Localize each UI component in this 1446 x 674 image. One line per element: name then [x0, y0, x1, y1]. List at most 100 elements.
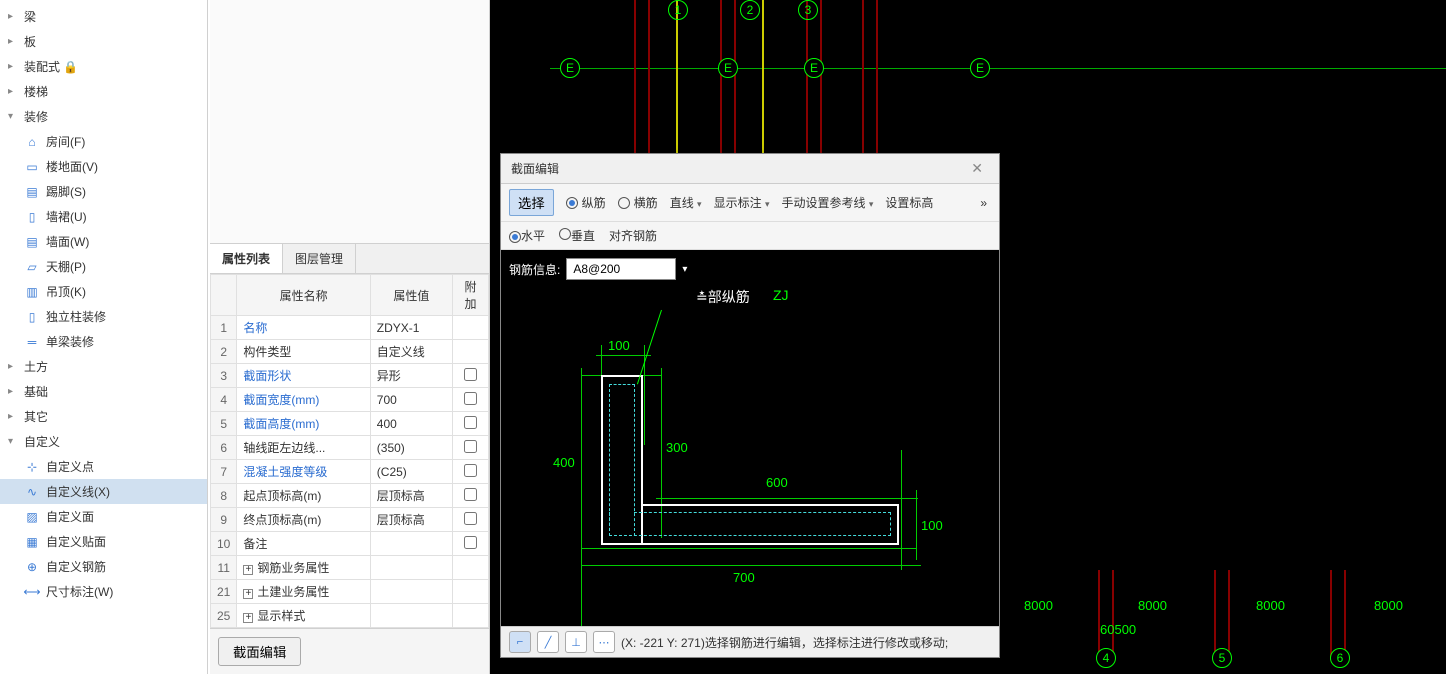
wainscot-icon: ▯: [24, 209, 40, 225]
section-label: ≛部纵筋: [696, 287, 750, 307]
dialog-title-text: 截面编辑: [511, 160, 559, 177]
snap-endpoint-icon[interactable]: ⌐: [509, 631, 531, 653]
home-icon: ⌂: [24, 134, 40, 150]
set-elevation[interactable]: 设置标高: [885, 194, 933, 211]
property-panel: 属性列表 图层管理 属性名称 属性值 附加 1名称ZDYX-12构件类型自定义线…: [210, 0, 490, 674]
dim-8000: 8000: [1374, 598, 1403, 613]
grid-bubble-e: E: [804, 58, 824, 78]
tree-item-wainscot[interactable]: ▯墙裙(U): [0, 204, 207, 229]
gridline-lower: [1112, 570, 1114, 660]
tree-item-wallface[interactable]: ▤墙面(W): [0, 229, 207, 254]
section-label-zj: ZJ: [773, 287, 789, 303]
tree-item-earthwork[interactable]: ▸土方: [0, 354, 207, 379]
tree-item-ceiling[interactable]: ▱天棚(P): [0, 254, 207, 279]
property-row[interactable]: 4截面宽度(mm)700: [211, 388, 489, 412]
dim-8000: 8000: [1256, 598, 1285, 613]
dimension-icon: ⟷: [24, 584, 40, 600]
property-row[interactable]: 11+钢筋业务属性: [211, 556, 489, 580]
gridline-yellow: [676, 0, 678, 156]
dropdown-icon[interactable]: ▾: [682, 264, 687, 275]
ext-line: [656, 498, 918, 499]
showdim-dropdown[interactable]: 显示标注 ▾: [714, 194, 770, 211]
align-rebar[interactable]: 对齐钢筋: [609, 227, 657, 244]
grid-bubble-2: 2: [740, 0, 760, 20]
tree-item-precast[interactable]: ▸装配式 🔒: [0, 54, 207, 79]
tree-item-room[interactable]: ⌂房间(F): [0, 129, 207, 154]
section-canvas[interactable]: 钢筋信息: ▾ ≛部纵筋 ZJ 100 300 400 600 100 700: [501, 250, 999, 626]
radio-horizontal[interactable]: 水平: [509, 227, 545, 244]
property-row[interactable]: 8起点顶标高(m)层顶标高: [211, 484, 489, 508]
dim-total: 60500: [1100, 622, 1136, 637]
component-tree[interactable]: ▸梁 ▸板 ▸装配式 🔒 ▸楼梯 ▾装修 ⌂房间(F) ▭楼地面(V) ▤踢脚(…: [0, 0, 208, 674]
ext-line: [901, 450, 902, 570]
dim-600[interactable]: 600: [766, 475, 788, 490]
property-row[interactable]: 9终点顶标高(m)层顶标高: [211, 508, 489, 532]
dim-300[interactable]: 300: [666, 440, 688, 455]
manual-ref-dropdown[interactable]: 手动设置参考线 ▾: [781, 194, 873, 211]
section-edit-button[interactable]: 截面编辑: [218, 637, 301, 666]
property-row[interactable]: 10备注: [211, 532, 489, 556]
close-icon[interactable]: ✕: [965, 160, 989, 177]
grid-bubble-1: 1: [668, 0, 688, 20]
rebar-info-bar: 钢筋信息: ▾: [509, 258, 687, 280]
tree-item-column-decor[interactable]: ▯独立柱装修: [0, 304, 207, 329]
property-row[interactable]: 5截面高度(mm)400: [211, 412, 489, 436]
section-editor-dialog: 截面编辑 ✕ 选择 纵筋 横筋 直线 ▾ 显示标注 ▾ 手动设置参考线 ▾ 设置…: [500, 153, 1000, 658]
ext-line: [581, 548, 916, 549]
tree-item-stair[interactable]: ▸楼梯: [0, 79, 207, 104]
tree-item-decor[interactable]: ▾装修: [0, 104, 207, 129]
col-extra: 附加: [453, 275, 489, 316]
property-table[interactable]: 属性名称 属性值 附加 1名称ZDYX-12构件类型自定义线3截面形状异形4截面…: [210, 274, 489, 628]
property-row[interactable]: 6轴线距左边线...(350): [211, 436, 489, 460]
radio-vertical-rebar[interactable]: 纵筋: [566, 194, 606, 211]
tab-layer-mgmt[interactable]: 图层管理: [283, 244, 356, 273]
radio-horizontal-rebar[interactable]: 横筋: [618, 194, 658, 211]
tree-item-beam[interactable]: ▸梁: [0, 4, 207, 29]
property-row[interactable]: 1名称ZDYX-1: [211, 316, 489, 340]
property-row[interactable]: 21+土建业务属性: [211, 580, 489, 604]
rebar-icon: ⊕: [24, 559, 40, 575]
rebar-info-input[interactable]: [566, 258, 676, 280]
gridline-yellow: [762, 0, 764, 156]
tree-item-beam-decor[interactable]: ═单梁装修: [0, 329, 207, 354]
tree-item-custom-rebar[interactable]: ⊕自定义钢筋: [0, 554, 207, 579]
dim-400[interactable]: 400: [553, 455, 575, 470]
point-icon: ⊹: [24, 459, 40, 475]
property-row[interactable]: 7混凝土强度等级(C25): [211, 460, 489, 484]
snap-more-icon[interactable]: ⋯: [593, 631, 615, 653]
property-row[interactable]: 2构件类型自定义线: [211, 340, 489, 364]
dim-100[interactable]: 100: [608, 338, 630, 353]
tree-item-custom-face[interactable]: ▨自定义面: [0, 504, 207, 529]
property-row[interactable]: 3截面形状异形: [211, 364, 489, 388]
column-icon: ▯: [24, 309, 40, 325]
tree-item-custom-line[interactable]: ∿自定义线(X): [0, 479, 207, 504]
ext-line: [581, 565, 921, 566]
line-dropdown[interactable]: 直线 ▾: [670, 194, 702, 211]
tree-item-floor[interactable]: ▭楼地面(V): [0, 154, 207, 179]
tree-item-custom[interactable]: ▾自定义: [0, 429, 207, 454]
face-icon: ▨: [24, 509, 40, 525]
tree-item-dimension[interactable]: ⟷尺寸标注(W): [0, 579, 207, 604]
dim-100b[interactable]: 100: [921, 518, 943, 533]
snap-perpendicular-icon[interactable]: ⊥: [565, 631, 587, 653]
tree-item-skirting[interactable]: ▤踢脚(S): [0, 179, 207, 204]
more-icon[interactable]: »: [976, 196, 991, 210]
tab-property-list[interactable]: 属性列表: [210, 244, 283, 273]
tree-item-custom-point[interactable]: ⊹自定义点: [0, 454, 207, 479]
dim-8000: 8000: [1138, 598, 1167, 613]
grid-bubble-e: E: [718, 58, 738, 78]
dialog-titlebar[interactable]: 截面编辑 ✕: [501, 154, 999, 184]
tree-item-slab[interactable]: ▸板: [0, 29, 207, 54]
grid-bubble-6: 6: [1330, 648, 1350, 668]
col-value: 属性值: [370, 275, 452, 316]
snap-line-icon[interactable]: ╱: [537, 631, 559, 653]
tree-item-custom-veneer[interactable]: ▦自定义贴面: [0, 529, 207, 554]
radio-vertical[interactable]: 垂直: [559, 227, 595, 244]
tree-item-suspended[interactable]: ▥吊顶(K): [0, 279, 207, 304]
tree-item-other[interactable]: ▸其它: [0, 404, 207, 429]
select-button[interactable]: 选择: [509, 189, 554, 216]
tree-item-foundation[interactable]: ▸基础: [0, 379, 207, 404]
property-row[interactable]: 25+显示样式: [211, 604, 489, 628]
grid-bubble-3: 3: [798, 0, 818, 20]
dim-700[interactable]: 700: [733, 570, 755, 585]
